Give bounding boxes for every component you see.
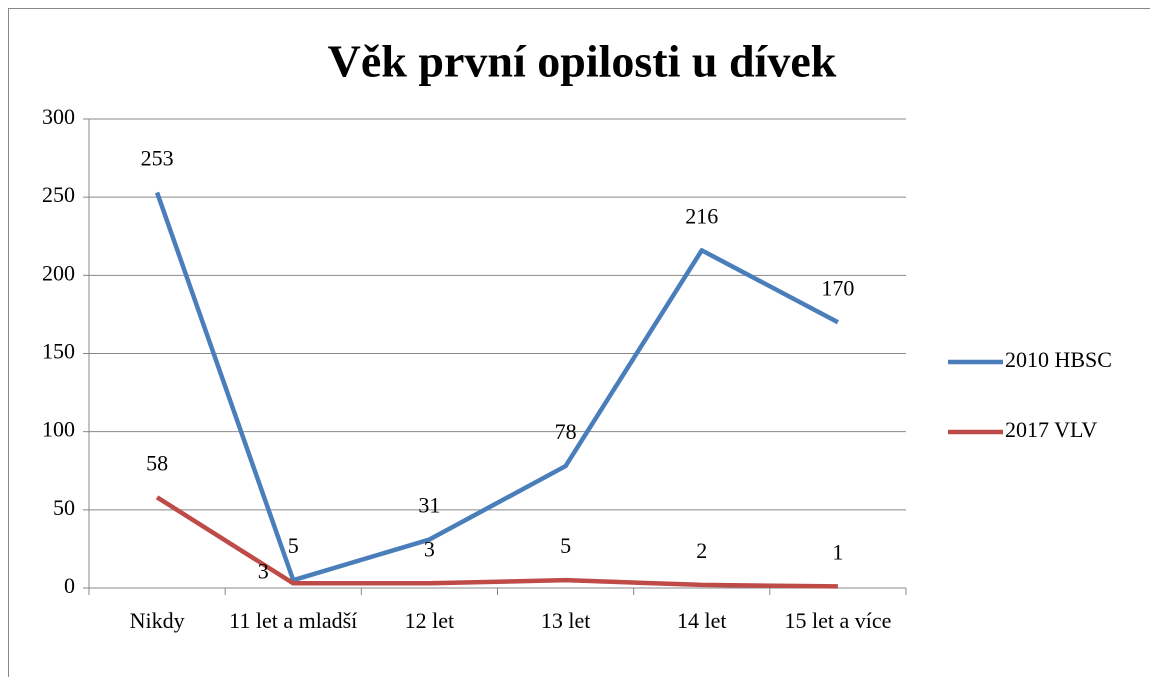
data-label: 216: [685, 203, 718, 228]
x-tick-label: 15 let a více: [784, 608, 892, 633]
data-label: 1: [832, 539, 843, 564]
y-tick-label: 150: [42, 339, 75, 364]
data-label: 5: [288, 533, 299, 558]
data-label: 78: [555, 419, 577, 444]
x-tick-label: 11 let a mladší: [229, 608, 358, 633]
x-tick-label: 12 let: [404, 608, 455, 633]
x-tick-label: 14 let: [676, 608, 727, 633]
x-tick-label: Nikdy: [129, 608, 185, 633]
y-tick-label: 200: [42, 260, 75, 285]
chart-border: [8, 8, 1150, 677]
data-label: 253: [141, 146, 174, 171]
data-label: 170: [821, 275, 854, 300]
line-series: [155, 495, 838, 589]
y-tick-label: 0: [64, 573, 75, 598]
data-label: 58: [146, 450, 168, 475]
y-tick-label: 250: [42, 182, 75, 207]
data-label: 2: [696, 538, 707, 563]
x-tick-label: 13 let: [540, 608, 591, 633]
data-label: 5: [560, 533, 571, 558]
legend-label: 2017 VLV: [1005, 417, 1097, 442]
data-label: 3: [424, 536, 435, 561]
data-label: 31: [418, 493, 440, 518]
chart-title: Věk první opilosti u dívek: [328, 36, 837, 87]
data-label: 3: [258, 558, 269, 583]
y-tick-label: 300: [42, 104, 75, 129]
y-tick-label: 100: [42, 417, 75, 442]
y-tick-label: 50: [53, 495, 75, 520]
line-series: [154, 191, 839, 583]
legend-label: 2010 HBSC: [1005, 347, 1112, 372]
